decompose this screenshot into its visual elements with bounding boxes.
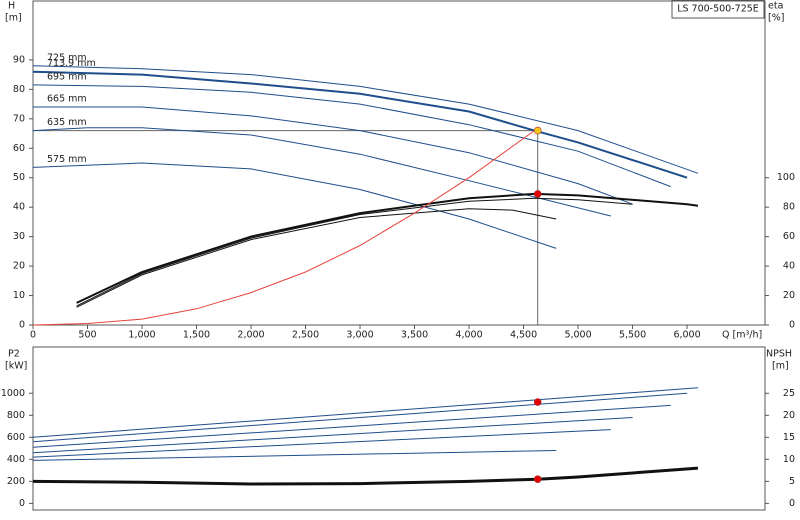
curve (32, 70, 688, 179)
curve-label: 665 mm (47, 94, 87, 105)
y-tick-label: 600 (7, 432, 25, 443)
y2-tick-label: 5 (789, 476, 795, 487)
curve (33, 106, 633, 205)
x-tick-label: 500 (78, 330, 96, 341)
curve (32, 127, 611, 217)
y-tick-label: 10 (13, 290, 25, 301)
operating-point (533, 190, 542, 198)
x-tick-label: 1,000 (128, 330, 155, 341)
curve-label: 575 mm (47, 154, 87, 165)
h-axis-label: H (8, 1, 15, 12)
y-tick-label: 40 (13, 202, 25, 213)
y-tick-label: 60 (13, 143, 25, 154)
y-tick-label: 200 (7, 476, 25, 487)
plot-frame (32, 346, 766, 511)
y-tick-label: 70 (13, 113, 25, 124)
curve (32, 130, 535, 326)
y2-tick-label: 100 (777, 172, 795, 183)
x-tick-label: 4,000 (455, 330, 482, 341)
x-tick-label: 3,000 (346, 330, 373, 341)
y2-tick-label: 80 (783, 202, 795, 213)
x-tick-label: 0 (30, 330, 36, 341)
y2-tick-label: 40 (783, 261, 795, 272)
annotation: LS 700-500-725E (677, 4, 759, 15)
x-tick-label: 3,500 (401, 330, 428, 341)
curve (32, 84, 671, 188)
y-tick-label: 0 (19, 320, 25, 331)
eta-axis-unit: [%] (768, 13, 784, 24)
eta-axis-label: eta (768, 1, 783, 12)
y2-tick-label: 0 (789, 498, 795, 509)
x-tick-label: 5,500 (619, 330, 646, 341)
x-tick-label: 2,500 (292, 330, 319, 341)
curve (32, 450, 557, 461)
y2-tick-label: 60 (783, 231, 795, 242)
y2-tick-label: 15 (783, 432, 795, 443)
x-tick-label: 6,000 (673, 330, 700, 341)
curve-label: 725 mm (47, 52, 87, 63)
y-tick-label: 80 (13, 84, 25, 95)
y-tick-label: 50 (13, 172, 25, 183)
annotation-box (671, 0, 765, 19)
curve (32, 65, 699, 174)
y2-tick-label: 0 (789, 320, 795, 331)
curve (32, 429, 611, 458)
x-tick-label: 4,500 (510, 330, 537, 341)
y-tick-label: 30 (13, 231, 25, 242)
curve (32, 466, 699, 486)
curve (76, 208, 557, 308)
npsh-axis-unit: [m] (772, 361, 789, 372)
operating-point (533, 398, 542, 406)
operating-point (533, 475, 542, 483)
curve-label: 635 mm (47, 117, 87, 128)
x-tick-label: 2,000 (237, 330, 264, 341)
curve-label: 695 mm (47, 71, 87, 82)
curve (76, 192, 699, 304)
y2-tick-label: 25 (783, 388, 795, 399)
curve (32, 162, 557, 249)
y-tick-label: 800 (7, 410, 25, 421)
y-tick-label: 400 (7, 454, 25, 465)
y2-tick-label: 20 (783, 410, 795, 421)
npsh-axis-label: NPSH (766, 349, 792, 360)
x-tick-label: 5,000 (564, 330, 591, 341)
y-tick-label: 0 (19, 498, 25, 509)
y2-tick-label: 10 (783, 454, 795, 465)
y-tick-label: 90 (13, 54, 25, 65)
operating-point (533, 126, 542, 135)
curve (32, 387, 699, 438)
curve-label: 713.9 mm (47, 58, 96, 69)
y2-tick-label: 20 (783, 290, 795, 301)
p2-axis-label: P2 (8, 349, 20, 360)
curve (32, 417, 633, 454)
y-tick-label: 20 (13, 261, 25, 272)
curve (32, 404, 671, 448)
curve (32, 392, 688, 443)
p2-axis-unit: [kW] (5, 361, 27, 372)
x-tick-label: 1,500 (183, 330, 210, 341)
curve (76, 197, 633, 307)
h-axis-unit: [m] (5, 13, 22, 24)
q-axis-label: Q [m³/h] (722, 330, 762, 341)
plot-frame (32, 0, 766, 326)
y-tick-label: 1000 (1, 388, 25, 399)
